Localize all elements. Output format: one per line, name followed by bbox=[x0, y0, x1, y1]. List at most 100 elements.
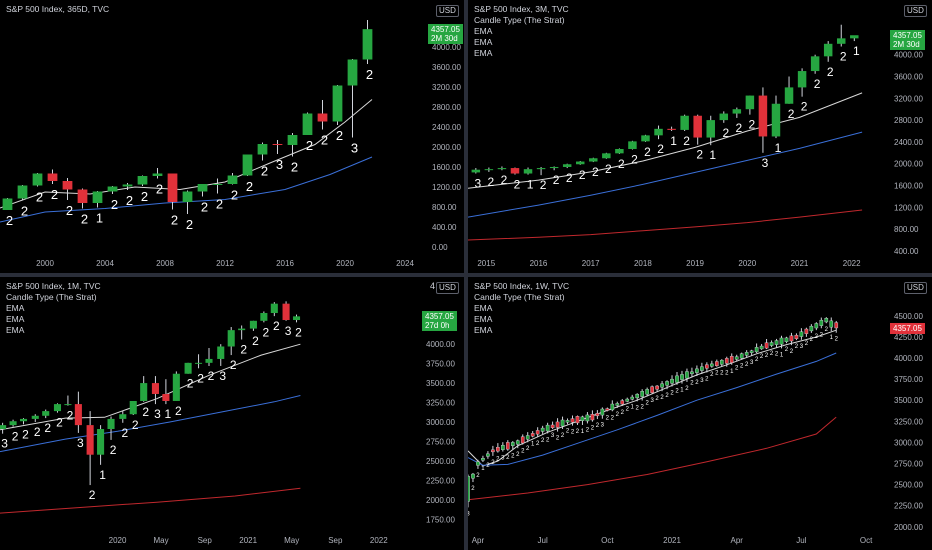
strat-label: 2 bbox=[511, 453, 515, 459]
y-tick-label: 4000.00 bbox=[426, 340, 455, 349]
candle bbox=[589, 158, 598, 162]
legend-indicator-strat[interactable]: Candle Type (The Strat) bbox=[474, 292, 565, 302]
chart-pane-top-left[interactable]: S&P 500 Index, 365D, TVC 4 USD 222222122… bbox=[0, 0, 464, 273]
legend-title[interactable]: S&P 500 Index, 1M, TVC bbox=[6, 281, 101, 291]
legend-indicator-ema[interactable]: EMA bbox=[474, 26, 493, 36]
candle bbox=[562, 164, 572, 167]
strat-label: 3 bbox=[1, 437, 8, 451]
x-tick-label: 2015 bbox=[477, 259, 495, 268]
strat-label: 2 bbox=[561, 433, 565, 439]
candle bbox=[471, 473, 475, 479]
candle bbox=[97, 429, 105, 455]
currency-button[interactable]: USD bbox=[436, 282, 459, 294]
candle bbox=[724, 358, 729, 364]
strat-label: 2 bbox=[171, 213, 178, 228]
legend-indicator-ema[interactable]: EMA bbox=[6, 325, 25, 335]
legend-title[interactable]: S&P 500 Index, 1W, TVC bbox=[474, 281, 570, 291]
x-tick-label: 2016 bbox=[530, 259, 548, 268]
strat-label: 1 bbox=[631, 404, 635, 410]
candle bbox=[804, 328, 809, 334]
legend-indicator-ema[interactable]: EMA bbox=[474, 314, 493, 324]
candle bbox=[238, 328, 246, 331]
strat-label: 2 bbox=[715, 371, 719, 377]
y-tick-label: 3200.00 bbox=[432, 83, 461, 92]
strat-label: 2 bbox=[576, 429, 580, 435]
candle bbox=[523, 169, 533, 174]
candle bbox=[2, 198, 13, 210]
legend-indicator-ema[interactable]: EMA bbox=[474, 325, 493, 335]
y-tick-label: 3250.00 bbox=[894, 417, 923, 426]
strat-label: 2 bbox=[683, 134, 690, 148]
strat-label: 2 bbox=[471, 486, 475, 492]
ema-line-1 bbox=[0, 395, 301, 453]
candle bbox=[471, 169, 481, 173]
pane-separator-horizontal[interactable] bbox=[0, 273, 932, 277]
strat-label: 2 bbox=[263, 325, 270, 339]
candle bbox=[809, 325, 814, 332]
currency-button[interactable]: USD bbox=[436, 5, 459, 17]
strat-label: 2 bbox=[110, 443, 117, 457]
strat-label: 2 bbox=[795, 344, 799, 350]
candle bbox=[685, 371, 689, 379]
legend: S&P 500 Index, 365D, TVC bbox=[6, 4, 109, 15]
strat-label: 2 bbox=[755, 357, 759, 363]
candle bbox=[595, 413, 600, 417]
strat-label: 2 bbox=[291, 160, 298, 175]
legend-indicator-ema[interactable]: EMA bbox=[6, 303, 25, 313]
legend-indicator-ema[interactable]: EMA bbox=[474, 37, 493, 47]
candle bbox=[520, 436, 525, 444]
last-price-value: 4357.05 bbox=[425, 312, 454, 322]
strat-label: 2 bbox=[546, 437, 550, 443]
candle bbox=[74, 404, 82, 426]
strat-label: 2 bbox=[636, 405, 640, 411]
candle bbox=[536, 168, 546, 170]
chart-pane-top-right[interactable]: S&P 500 Index, 3M, TVC Candle Type (The … bbox=[468, 0, 932, 273]
strat-label: 2 bbox=[685, 386, 689, 392]
strat-label: 2 bbox=[735, 121, 742, 135]
legend-indicator-strat[interactable]: Candle Type (The Strat) bbox=[6, 292, 97, 302]
legend-title[interactable]: S&P 500 Index, 365D, TVC bbox=[6, 4, 110, 14]
candle bbox=[754, 347, 759, 353]
candle bbox=[107, 418, 115, 430]
candle bbox=[501, 445, 505, 450]
strat-label: 2 bbox=[141, 189, 148, 204]
chart-pane-bottom-left[interactable]: S&P 500 Index, 1M, TVC Candle Type (The … bbox=[0, 277, 464, 550]
candle bbox=[779, 337, 784, 345]
strat-label: 2 bbox=[36, 190, 43, 205]
strat-label: 2 bbox=[197, 371, 204, 385]
candle bbox=[600, 408, 605, 416]
strat-label: 2 bbox=[840, 50, 847, 64]
candle bbox=[272, 144, 283, 145]
y-tick-label: 800.00 bbox=[432, 203, 457, 212]
strat-label: 3 bbox=[750, 360, 754, 366]
candle bbox=[555, 421, 560, 428]
x-tick-label: 2016 bbox=[276, 259, 294, 268]
candle bbox=[620, 400, 625, 405]
candle bbox=[615, 403, 620, 406]
strat-label: 2 bbox=[675, 389, 679, 395]
legend-indicator-strat[interactable]: Candle Type (The Strat) bbox=[474, 15, 565, 25]
legend: S&P 500 Index, 1W, TVC Candle Type (The … bbox=[474, 281, 569, 336]
legend-indicator-ema[interactable]: EMA bbox=[474, 303, 493, 313]
candle bbox=[680, 374, 684, 380]
candle bbox=[602, 153, 611, 159]
x-tick-label: 2021 bbox=[663, 536, 681, 545]
price-chart-1w[interactable]: 3221222322222122232222212223222221222322… bbox=[468, 277, 932, 550]
candle bbox=[481, 458, 485, 461]
currency-button[interactable]: USD bbox=[904, 5, 927, 17]
chart-pane-bottom-right[interactable]: S&P 500 Index, 1W, TVC Candle Type (The … bbox=[468, 277, 932, 550]
candle bbox=[758, 95, 768, 137]
candle bbox=[195, 362, 203, 364]
legend-indicator-ema[interactable]: EMA bbox=[474, 48, 493, 58]
currency-button[interactable]: USD bbox=[904, 282, 927, 294]
legend-title[interactable]: S&P 500 Index, 3M, TVC bbox=[474, 4, 569, 14]
ema-line-2 bbox=[468, 416, 837, 501]
strat-label: 3 bbox=[285, 324, 292, 338]
strat-label: 2 bbox=[621, 410, 625, 416]
candle bbox=[17, 185, 28, 199]
x-tick-label: 2021 bbox=[791, 259, 809, 268]
legend-indicator-ema[interactable]: EMA bbox=[6, 314, 25, 324]
